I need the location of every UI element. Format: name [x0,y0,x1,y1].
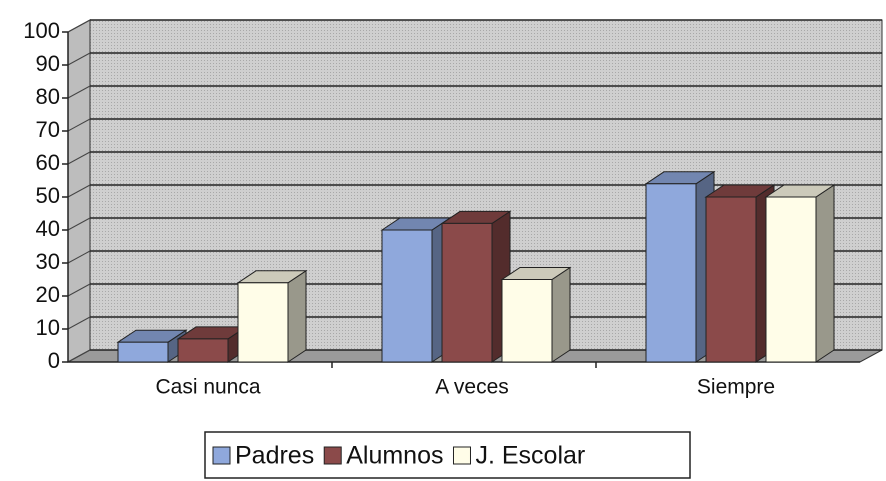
bar [237,282,289,363]
y-tick-label: 10 [36,315,60,340]
x-tick-label: Casi nunca [155,376,260,399]
grid-line-side [67,316,91,330]
y-tick-label: 60 [36,150,60,175]
grid-line-side [67,250,91,264]
grid-line-side [67,85,91,99]
legend-swatch [212,446,231,465]
x-tick-label: Siempre [697,376,775,399]
y-tick-label: 80 [36,84,60,109]
grid-line-side [67,184,91,198]
grid-line-side [67,217,91,231]
bar-side [815,184,835,363]
grid-line-side [67,52,91,66]
y-tick-label: 20 [36,282,60,307]
y-tick-label: 40 [36,216,60,241]
y-tick-label: 30 [36,249,60,274]
legend-swatch [452,446,471,465]
grid-line-side [67,151,91,165]
bar [765,196,817,363]
legend-box [204,431,691,479]
bar-side [551,266,571,363]
legend-swatch [323,446,342,465]
bar [441,222,493,363]
legend-label: Padres [235,442,314,470]
bar [645,183,697,363]
y-tick-label: 90 [36,51,60,76]
bar [381,229,433,363]
bar [501,279,553,363]
bar [705,196,757,363]
grid-line-side [67,283,91,297]
grid-line-side [67,19,91,33]
bar [117,341,169,363]
legend-label: Alumnos [346,442,443,470]
legend-label: J. Escolar [475,442,585,470]
y-tick-label: 0 [48,348,60,373]
y-tick-label: 100 [23,18,60,43]
bar [177,338,229,363]
grid-line-side [67,349,91,363]
grid-line-side [67,118,91,132]
y-tick-label: 50 [36,183,60,208]
bar-side [287,269,307,363]
y-tick-label: 70 [36,117,60,142]
x-tick-label: A veces [435,376,509,399]
